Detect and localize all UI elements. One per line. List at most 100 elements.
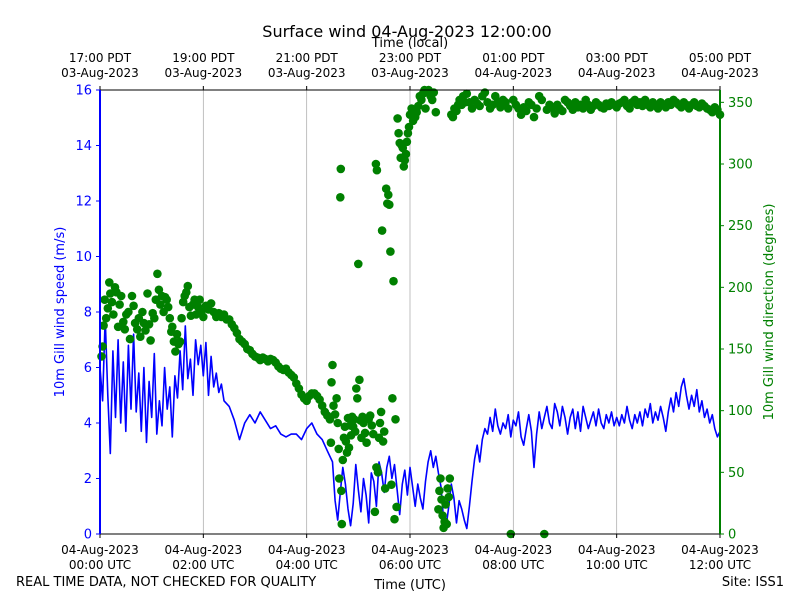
wind-direction-point [401,149,411,159]
wind-direction-point [119,317,128,327]
wind-direction-point [162,295,171,305]
wind-direction-point [153,269,162,279]
top-tick-label-time: 23:00 PDT [379,51,442,65]
wind-direction-point [445,474,455,483]
right-tick-label: 50 [728,466,745,481]
top-tick-label-time: 05:00 PDT [689,51,752,65]
wind-speed-series [99,316,721,530]
wind-direction-point [100,295,109,305]
wind-direction-point [362,438,371,448]
wind-direction-point [444,492,454,502]
wind-direction-point [429,88,439,97]
wind-speed-line [99,316,721,530]
top-tick-label-date: 03-Aug-2023 [371,66,449,80]
wind-direction-point [175,337,185,346]
x-tick-label-time: 06:00 UTC [379,558,441,572]
right-tick-label: 0 [728,528,736,543]
wind-direction-point [475,101,485,111]
wind-direction-point [387,480,396,490]
wind-direction-point [330,410,340,419]
x-tick-label-time: 08:00 UTC [482,558,544,572]
wind-direction-point [138,307,147,317]
wind-direction-point [127,291,137,301]
wind-direction-point [97,352,106,361]
left-tick-label: 10 [75,250,92,265]
x-tick-label-date: 04-Aug-2023 [165,543,243,557]
wind-direction-point [165,313,175,323]
wind-direction-point [402,137,412,147]
wind-direction-point [376,407,386,417]
wind-direction-point [124,307,133,317]
wind-direction-point [434,505,443,514]
wind-direction-point [354,259,363,269]
wind-direction-point [388,394,397,403]
left-tick-label: 0 [84,528,92,543]
wind-direction-point [389,276,398,286]
wind-direction-point [522,106,531,116]
right-tick-label: 200 [728,281,753,296]
wind-direction-point [125,334,135,344]
x-tick-label-time: 12:00 UTC [689,558,751,572]
wind-direction-point [129,301,138,311]
wind-direction-point [107,297,117,307]
wind-direction-point [373,468,383,477]
right-tick-label: 350 [728,96,753,111]
wind-direction-point [350,427,360,436]
top-axis-label: Time (local) [371,36,448,51]
wind-direction-point [334,474,344,483]
x-tick-label-time: 02:00 UTC [172,558,234,572]
wind-direction-point [360,428,370,438]
wind-direction-point [172,329,182,339]
wind-direction-point [337,486,346,496]
wind-direction-point [431,107,441,117]
wind-direction-point [385,200,394,209]
wind-direction-point [380,484,390,493]
x-axis-label: Time (UTC) [373,578,446,593]
wind-direction-point [384,190,393,200]
wind-direction-point [375,418,385,428]
wind-direction-point [177,313,186,323]
wind-direction-point [442,519,452,529]
wind-direction-point [199,312,208,322]
x-tick-label-date: 04-Aug-2023 [268,543,346,557]
right-tick-label: 300 [728,158,753,173]
left-tick-label: 14 [75,139,92,154]
wind-direction-point [144,320,154,329]
wind-direction-point [558,106,567,116]
wind-direction-point [443,484,453,493]
wind-direction-point [370,507,380,517]
x-tick-label-time: 00:00 UTC [69,558,131,572]
wind-direction-point [421,104,430,113]
wind-direction-point [336,164,346,174]
wind-direction-point [136,332,145,342]
wind-direction-point [436,474,445,483]
wind-direction-point [532,104,541,113]
left-tick-label: 12 [75,195,92,210]
x-tick-label-date: 04-Aug-2023 [578,543,656,557]
x-tick-label-date: 04-Aug-2023 [475,543,553,557]
wind-direction-point [103,304,113,313]
wind-direction-point [143,289,152,298]
wind-direction-point [334,444,344,454]
top-tick-label-time: 03:00 PDT [586,51,649,65]
wind-direction-point [327,378,336,387]
wind-direction-point [365,411,375,420]
left-tick-label: 4 [84,417,92,432]
wind-direction-point [372,165,382,175]
wind-direction-point [537,95,547,105]
wind-direction-point [168,322,177,332]
wind-direction-point [105,278,114,287]
right-axis-label: 10m Gill wind direction (degrees) [762,204,777,421]
wind-direction-point [150,313,159,323]
quality-note: REAL TIME DATA, NOT CHECKED FOR QUALITY [16,575,317,590]
wind-direction-point [378,437,388,446]
wind-direction-point [394,128,403,138]
wind-direction-point [132,325,142,334]
wind-direction-point [390,514,399,524]
x-tick-label-date: 04-Aug-2023 [61,543,139,557]
wind-direction-point [333,418,343,428]
wind-direction-point [116,291,126,301]
wind-direction-point [344,443,354,453]
wind-direction-point [480,88,490,97]
